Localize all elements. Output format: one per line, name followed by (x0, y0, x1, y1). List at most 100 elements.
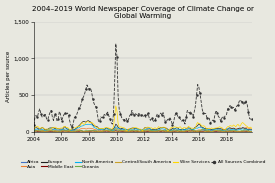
Line: Middle East: Middle East (34, 131, 254, 132)
North America (88, 123, 91, 125)
Middle East (144, 130, 147, 132)
Oceania (114, 128, 117, 130)
All Sources Combined (70, 126, 74, 128)
Middle East (32, 130, 35, 132)
Asia (32, 130, 35, 132)
Africa (59, 130, 62, 132)
Wire Services (32, 128, 35, 131)
North America (144, 129, 147, 131)
Asia (244, 126, 248, 129)
Africa (159, 130, 163, 132)
Wire Services (173, 126, 176, 128)
North America (159, 128, 163, 130)
Wire Services (252, 128, 256, 130)
Europe (160, 127, 164, 129)
Oceania (59, 130, 62, 132)
Y-axis label: Articles per source: Articles per source (6, 51, 10, 102)
Middle East (125, 131, 128, 133)
Line: Africa: Africa (34, 130, 254, 132)
Oceania (210, 130, 213, 133)
Middle East (42, 131, 45, 133)
Oceania (122, 130, 125, 132)
Oceania (159, 129, 163, 131)
Middle East (247, 130, 250, 132)
Oceania (125, 130, 128, 132)
North America (59, 129, 62, 131)
Central/South America (252, 130, 256, 133)
Line: Europe: Europe (34, 121, 254, 130)
Central/South America (55, 131, 59, 133)
Europe (141, 129, 144, 131)
All Sources Combined (126, 120, 129, 123)
Africa (144, 130, 147, 132)
All Sources Combined (123, 118, 127, 120)
Europe (252, 128, 256, 130)
Oceania (32, 130, 35, 132)
All Sources Combined (32, 124, 35, 126)
North America (125, 128, 128, 130)
Europe (145, 127, 149, 129)
All Sources Combined (114, 43, 117, 45)
Middle East (60, 130, 63, 132)
Europe (173, 128, 176, 130)
Line: Oceania: Oceania (34, 129, 254, 132)
Asia (123, 129, 127, 132)
Oceania (144, 129, 147, 131)
All Sources Combined (59, 113, 62, 115)
Africa (252, 130, 256, 132)
Middle East (172, 130, 175, 132)
Europe (32, 128, 35, 131)
North America (252, 128, 256, 130)
Central/South America (60, 130, 63, 132)
North America (122, 128, 125, 130)
All Sources Combined (173, 116, 176, 118)
Africa (32, 130, 35, 133)
Oceania (172, 129, 175, 131)
Europe (125, 129, 128, 131)
Africa (248, 131, 251, 133)
Line: Wire Services: Wire Services (34, 106, 254, 131)
Middle East (122, 130, 125, 132)
Asia (143, 129, 146, 131)
Wire Services (114, 105, 117, 107)
Line: North America: North America (34, 124, 254, 131)
Europe (87, 119, 90, 122)
All Sources Combined (160, 114, 164, 116)
All Sources Combined (252, 119, 256, 121)
Central/South America (125, 131, 128, 133)
Title: 2004–2019 World Newspaper Coverage of Climate Change or
Global Warming: 2004–2019 World Newspaper Coverage of Cl… (32, 5, 254, 18)
Asia (121, 129, 124, 131)
Africa (172, 130, 175, 132)
Wire Services (122, 126, 125, 129)
Oceania (252, 130, 256, 132)
Wire Services (141, 130, 144, 132)
North America (172, 128, 175, 131)
Europe (59, 128, 62, 130)
Europe (122, 128, 125, 130)
North America (32, 130, 35, 132)
Middle East (252, 130, 256, 132)
Central/South America (173, 130, 176, 132)
Central/South America (160, 130, 164, 132)
Line: All Sources Combined: All Sources Combined (33, 43, 255, 128)
Asia (171, 129, 174, 131)
Central/South America (144, 130, 147, 132)
Central/South America (147, 129, 150, 132)
Line: Central/South America: Central/South America (34, 130, 254, 132)
Asia (158, 129, 161, 131)
Asia (59, 130, 62, 132)
Wire Services (145, 126, 149, 128)
Africa (125, 130, 128, 133)
Central/South America (122, 130, 125, 132)
Central/South America (32, 130, 35, 132)
All Sources Combined (145, 115, 149, 117)
Line: Asia: Asia (34, 128, 254, 131)
Africa (114, 129, 117, 131)
Asia (252, 128, 256, 130)
Wire Services (125, 129, 128, 132)
Wire Services (160, 126, 164, 128)
Middle East (159, 130, 163, 133)
Africa (122, 130, 125, 132)
Wire Services (59, 127, 62, 129)
Asia (182, 130, 186, 132)
